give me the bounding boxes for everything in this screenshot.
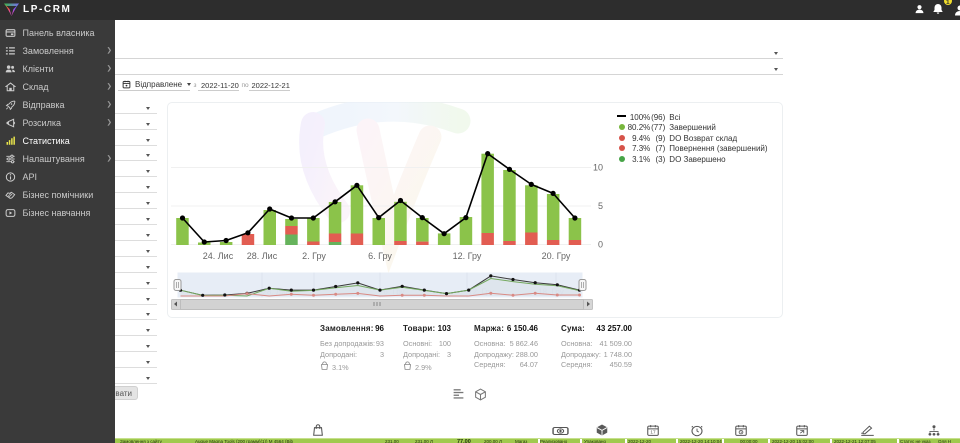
- svg-text:12. Гру: 12. Гру: [453, 251, 482, 261]
- svg-text:5: 5: [598, 201, 603, 211]
- svg-text:20. Гру: 20. Гру: [542, 251, 571, 261]
- svg-text:2. Гру: 2. Гру: [302, 251, 326, 261]
- svg-text:6. Гру: 6. Гру: [368, 251, 392, 261]
- svg-text:28. Лис: 28. Лис: [247, 251, 278, 261]
- svg-text:24. Лис: 24. Лис: [203, 251, 234, 261]
- svg-text:0: 0: [598, 240, 603, 250]
- svg-text:17: 17: [650, 430, 656, 435]
- svg-text:10: 10: [593, 163, 603, 173]
